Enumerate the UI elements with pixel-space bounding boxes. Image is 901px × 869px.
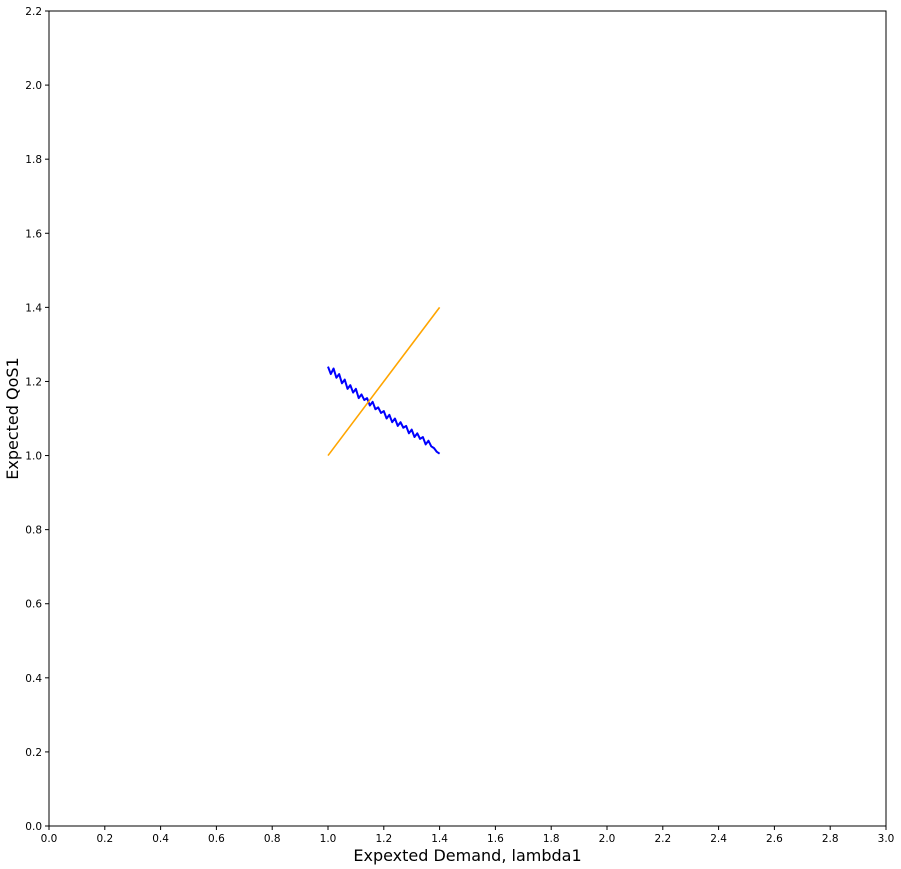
y-tick-label: 2.0 bbox=[25, 80, 42, 92]
series-layer bbox=[327, 306, 441, 457]
x-tick-label: 0.0 bbox=[41, 833, 58, 845]
y-tick-label: 0.0 bbox=[25, 821, 42, 833]
y-tick-label: 1.6 bbox=[25, 228, 42, 240]
y-axis-ticks: 0.0 0.2 0.4 0.6 0.8 1.0 1.2 1.4 1.6 1.8 2.0 2.2 bbox=[25, 6, 49, 833]
y-tick-label: 1.8 bbox=[25, 154, 42, 166]
x-tick-label: 2.0 bbox=[599, 833, 616, 845]
y-tick-label: 0.8 bbox=[25, 525, 42, 537]
x-tick-label: 0.8 bbox=[264, 833, 281, 845]
x-tick-label: 2.8 bbox=[822, 833, 839, 845]
y-tick-label: 2.2 bbox=[25, 6, 42, 18]
x-tick-label: 3.0 bbox=[878, 833, 895, 845]
x-tick-label: 1.8 bbox=[543, 833, 560, 845]
series-line-2 bbox=[327, 306, 441, 457]
y-axis-title: Expected QoS1 bbox=[3, 357, 22, 479]
x-axis-title: Expexted Demand, lambda1 bbox=[353, 846, 581, 865]
x-tick-label: 0.6 bbox=[208, 833, 225, 845]
x-axis-ticks: 0.0 0.2 0.4 0.6 0.8 1.0 1.2 1.4 1.6 1.8 2.0 2.2 2.4 2… bbox=[41, 826, 895, 845]
x-tick-label: 2.6 bbox=[766, 833, 783, 845]
series-line-1 bbox=[327, 366, 441, 455]
x-tick-label: 2.4 bbox=[710, 833, 727, 845]
x-tick-label: 0.2 bbox=[96, 833, 113, 845]
x-tick-label: 1.6 bbox=[487, 833, 504, 845]
y-tick-label: 1.0 bbox=[25, 451, 42, 463]
x-tick-label: 0.4 bbox=[152, 833, 169, 845]
x-tick-label: 1.0 bbox=[320, 833, 337, 845]
y-tick-label: 1.2 bbox=[25, 376, 42, 388]
y-tick-label: 0.4 bbox=[25, 673, 42, 685]
x-tick-label: 1.4 bbox=[431, 833, 448, 845]
y-tick-label: 0.2 bbox=[25, 747, 42, 759]
plot-area bbox=[48, 10, 887, 827]
x-tick-label: 2.2 bbox=[654, 833, 671, 845]
y-tick-label: 0.6 bbox=[25, 599, 42, 611]
x-tick-label: 1.2 bbox=[375, 833, 392, 845]
y-tick-label: 1.4 bbox=[25, 302, 42, 314]
